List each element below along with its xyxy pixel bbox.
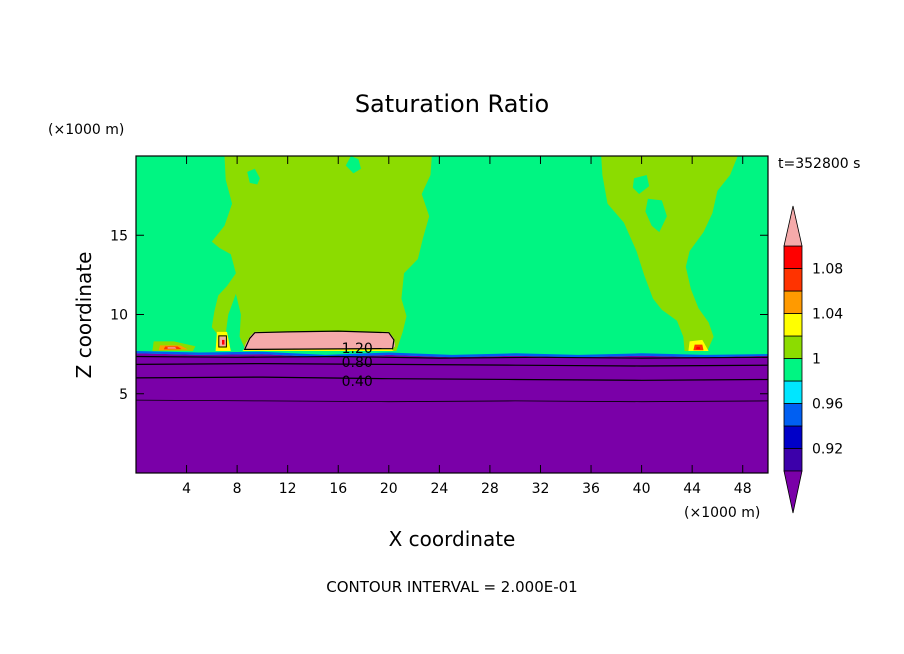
colorbar-segment	[783, 290, 803, 314]
contour-label: 0.80	[342, 355, 373, 371]
y-tick-label: 10	[110, 308, 128, 324]
colorbar-segment	[783, 335, 803, 359]
colorbar-segment	[783, 268, 803, 292]
plume-hole	[645, 198, 667, 233]
x-axis-label: X coordinate	[389, 527, 516, 551]
contour-line-0-80	[135, 362, 769, 367]
colorbar-segment	[783, 448, 803, 472]
colorbar-label: 1	[812, 352, 821, 368]
cell-mid-core	[222, 339, 225, 345]
colorbar-label: 1.04	[812, 307, 843, 323]
colorbar-upper-extension	[783, 205, 803, 247]
x-tick-label: 8	[233, 481, 242, 497]
y-unit-label: (×1000 m)	[48, 122, 124, 138]
x-tick-label: 4	[182, 481, 191, 497]
y-axis-label: Z coordinate	[72, 252, 96, 379]
x-tick-label: 24	[430, 481, 448, 497]
colorbar-segment	[783, 380, 803, 404]
y-axis: 5 10 15	[110, 228, 768, 403]
contour-label: 0.40	[342, 374, 373, 390]
contour-line-1-20	[218, 335, 227, 348]
contour-line-1-20	[243, 330, 395, 351]
moist-plume-right	[601, 156, 738, 351]
colorbar: 0.92 0.96 1 1.04 1.08	[783, 205, 843, 514]
contour-line-lower	[135, 399, 769, 403]
contour-line-1	[135, 355, 769, 359]
colorbar-label: 0.92	[812, 442, 843, 458]
colorbar-segment	[783, 245, 803, 269]
x-tick-label: 28	[481, 481, 499, 497]
transition-band	[136, 351, 768, 358]
time-label: t=352800 s	[778, 156, 860, 172]
x-tick-label: 40	[633, 481, 651, 497]
contour-line-0-40	[135, 376, 769, 381]
cell-left-core	[167, 347, 177, 349]
colorbar-label: 1.08	[812, 262, 843, 278]
cell-right-core	[696, 347, 701, 350]
y-tick-label: 15	[110, 228, 128, 244]
contour-labels: 1.200.80 0.40	[342, 341, 373, 390]
colorbar-label: 0.96	[812, 397, 843, 413]
x-tick-label: 12	[279, 481, 297, 497]
contour-lines	[135, 330, 769, 403]
plume-hole	[632, 175, 650, 194]
x-tick-label: 36	[582, 481, 600, 497]
cloud-layer	[243, 331, 396, 351]
x-axis: 4 8 12 16 20 24 28 32 36 40 44 48	[182, 156, 752, 497]
plume-hole	[247, 168, 260, 185]
contour-interval-note: CONTOUR INTERVAL = 2.000E-01	[326, 578, 577, 596]
x-tick-label: 48	[734, 481, 752, 497]
moist-plume-left	[211, 156, 432, 351]
colorbar-segment	[783, 403, 803, 427]
colorbar-segment	[783, 425, 803, 449]
x-tick-label: 16	[329, 481, 347, 497]
colorbar-lower-extension	[783, 470, 803, 514]
colorbar-segment	[783, 313, 803, 337]
x-tick-label: 32	[532, 481, 550, 497]
x-unit-label: (×1000 m)	[684, 505, 760, 521]
contour-label: 1.20	[342, 341, 373, 357]
chart-title: Saturation Ratio	[355, 90, 549, 118]
plume-hole	[345, 156, 361, 174]
colorbar-segment	[783, 358, 803, 382]
x-tick-label: 20	[380, 481, 398, 497]
x-tick-label: 44	[683, 481, 701, 497]
y-tick-label: 5	[119, 387, 128, 403]
plot-area	[136, 156, 768, 473]
dry-layer	[136, 353, 768, 473]
